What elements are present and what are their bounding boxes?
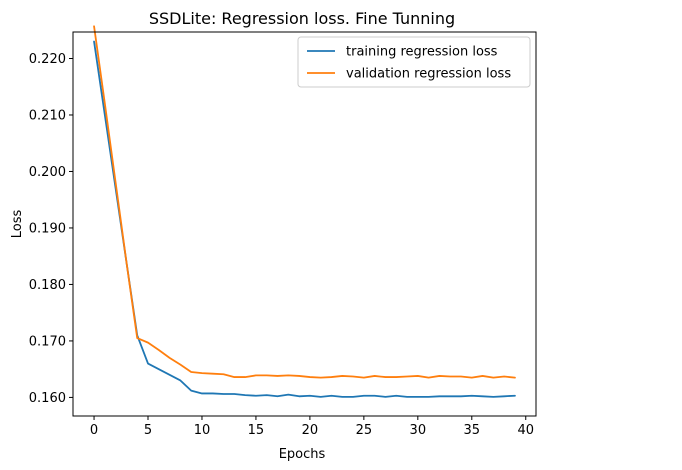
legend-label: training regression loss [346, 45, 498, 60]
legend-frame [297, 36, 531, 88]
chart-title: SSDLite: Regression loss. Fine Tunning [149, 9, 455, 28]
x-tick-label: 25 [356, 423, 373, 438]
plot-area [93, 25, 516, 398]
x-tick-label: 35 [464, 423, 481, 438]
x-tick-label: 30 [410, 423, 427, 438]
x-tick-label: 40 [517, 423, 534, 438]
series-line-validation [93, 25, 516, 379]
legend-label: validation regression loss [346, 67, 511, 82]
x-tick-label: 10 [194, 423, 211, 438]
y-tick-label: 0.190 [29, 221, 66, 236]
y-tick-label: 0.210 [29, 108, 66, 123]
x-tick-label: 5 [144, 423, 152, 438]
axes-frame [72, 31, 537, 417]
y-tick-label: 0.160 [29, 391, 66, 406]
x-axis-label: Epochs [279, 447, 326, 462]
x-tick-label: 0 [90, 423, 98, 438]
legend: training regression loss validation regre… [297, 36, 531, 88]
y-axis-label: Loss [10, 210, 25, 239]
x-tick-label: 15 [248, 423, 265, 438]
y-tick-label: 0.220 [29, 52, 66, 67]
y-tick-label: 0.200 [29, 165, 66, 180]
y-tick-label: 0.180 [29, 278, 66, 293]
y-tick-label: 0.170 [29, 334, 66, 349]
series-line-training [93, 40, 516, 398]
x-axis: 0 5 10 15 20 25 30 35 40 [90, 416, 534, 438]
y-axis: 0.160 0.170 0.180 0.190 0.200 0.210 0.220 [29, 52, 73, 406]
x-tick-label: 20 [302, 423, 319, 438]
